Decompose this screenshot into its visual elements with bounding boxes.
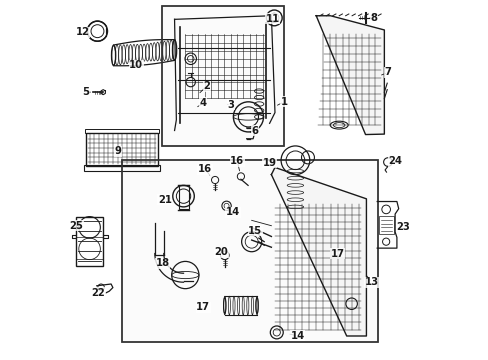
Text: 11: 11 (265, 14, 279, 24)
Polygon shape (271, 167, 366, 336)
Text: 4: 4 (199, 98, 206, 108)
Text: 19: 19 (262, 158, 276, 168)
Text: 5: 5 (82, 87, 89, 97)
Text: 25: 25 (70, 221, 83, 231)
Text: 16: 16 (198, 164, 212, 174)
Text: 3: 3 (227, 100, 234, 110)
Text: 12: 12 (75, 27, 89, 37)
Bar (84, 165, 159, 171)
Bar (85, 129, 159, 134)
Text: 10: 10 (129, 60, 143, 70)
Text: 1: 1 (280, 97, 287, 107)
Text: 21: 21 (158, 195, 172, 205)
Bar (178, 185, 188, 209)
Text: 9: 9 (115, 146, 122, 156)
Text: 2: 2 (203, 81, 210, 91)
Text: 22: 22 (91, 288, 105, 298)
Bar (86, 134, 158, 166)
Text: 17: 17 (330, 248, 344, 258)
Polygon shape (316, 16, 384, 135)
Text: 14: 14 (225, 207, 240, 217)
Text: 13: 13 (364, 277, 378, 287)
Text: 16: 16 (230, 156, 244, 166)
Bar (162, 6, 284, 146)
Text: 14: 14 (290, 331, 304, 341)
Text: 23: 23 (395, 222, 409, 231)
Bar (162, 6, 284, 146)
Bar (122, 160, 377, 342)
Bar (76, 217, 103, 266)
Text: 24: 24 (387, 156, 401, 166)
Text: 7: 7 (384, 67, 390, 77)
Text: 15: 15 (248, 226, 262, 236)
Bar (122, 160, 377, 342)
Text: 6: 6 (251, 126, 258, 135)
Text: 18: 18 (155, 258, 169, 268)
Text: 17: 17 (196, 302, 210, 312)
Text: 8: 8 (370, 13, 377, 23)
Text: 20: 20 (214, 247, 227, 257)
